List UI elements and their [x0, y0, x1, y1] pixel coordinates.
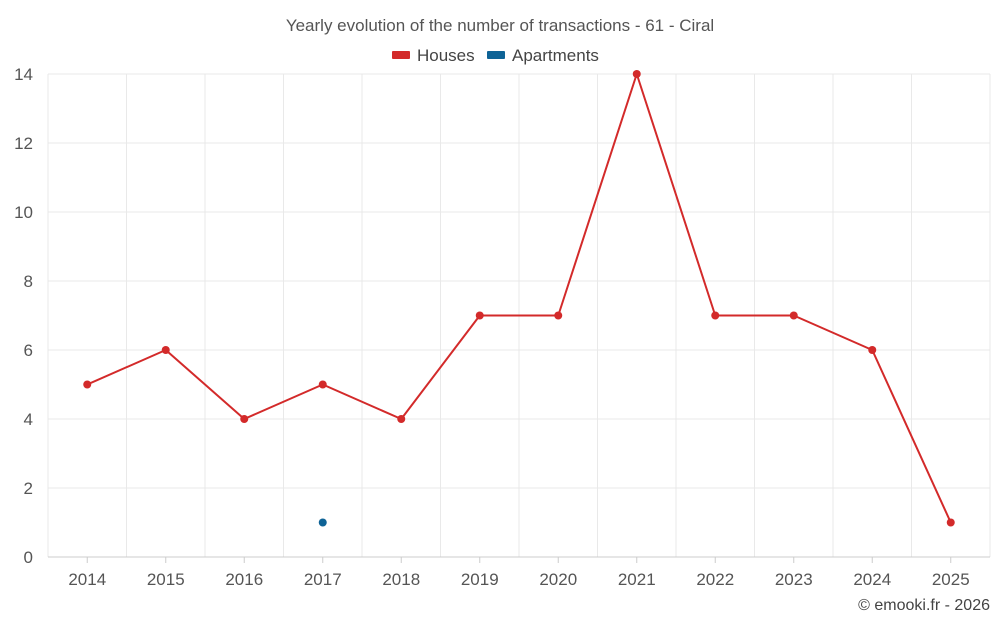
x-axis-ticks: 2014 2015 2016 2017 2018 2019 2020 2021 2022 2023… — [68, 557, 970, 589]
data-point-houses[interactable] — [240, 415, 249, 423]
legend: Houses Apartments — [392, 46, 599, 65]
x-tick-label: 2024 — [853, 570, 891, 589]
x-tick-label: 2020 — [539, 570, 577, 589]
data-point-apartments[interactable] — [318, 518, 327, 527]
y-axis-ticks: 0 2 4 6 8 10 12 14 — [14, 65, 33, 567]
x-tick-label: 2016 — [225, 570, 263, 589]
x-tick-label: 2023 — [775, 570, 813, 589]
chart-title: Yearly evolution of the number of transa… — [286, 16, 714, 35]
y-tick-label: 2 — [24, 479, 33, 498]
data-point-houses[interactable] — [946, 518, 955, 527]
x-tick-label: 2022 — [696, 570, 734, 589]
data-point-houses[interactable] — [161, 346, 170, 354]
data-point-houses[interactable] — [711, 311, 720, 320]
series-houses — [83, 70, 955, 527]
series-apartments — [318, 518, 327, 527]
x-tick-label: 2021 — [618, 570, 656, 589]
series-line-houses — [86, 73, 952, 523]
y-tick-label: 8 — [24, 272, 33, 291]
data-point-houses[interactable] — [554, 311, 563, 320]
x-tick-label: 2015 — [147, 570, 185, 589]
y-tick-label: 6 — [24, 341, 33, 360]
credit-text: © emooki.fr - 2026 — [858, 597, 990, 614]
legend-swatch-houses — [392, 51, 410, 59]
data-point-houses[interactable] — [397, 415, 406, 423]
data-point-houses[interactable] — [318, 380, 327, 389]
x-tick-label: 2017 — [304, 570, 342, 589]
y-tick-label: 4 — [24, 410, 33, 429]
y-tick-label: 12 — [14, 134, 33, 153]
legend-item-apartments[interactable]: Apartments — [487, 46, 599, 65]
data-point-houses[interactable] — [475, 311, 484, 320]
data-point-houses[interactable] — [83, 380, 92, 389]
data-point-houses[interactable] — [632, 70, 641, 78]
series-layer — [83, 70, 955, 527]
data-point-houses[interactable] — [789, 311, 798, 320]
y-tick-label: 14 — [14, 65, 33, 84]
x-tick-label: 2019 — [461, 570, 499, 589]
x-tick-label: 2018 — [382, 570, 420, 589]
data-point-houses[interactable] — [868, 346, 877, 354]
y-tick-label: 0 — [24, 548, 33, 567]
legend-label-houses: Houses — [417, 46, 475, 65]
legend-swatch-apartments — [487, 51, 505, 59]
y-tick-label: 10 — [14, 203, 33, 222]
legend-item-houses[interactable]: Houses — [392, 46, 475, 65]
x-tick-label: 2014 — [68, 570, 106, 589]
legend-label-apartments: Apartments — [512, 46, 599, 65]
x-tick-label: 2025 — [932, 570, 970, 589]
